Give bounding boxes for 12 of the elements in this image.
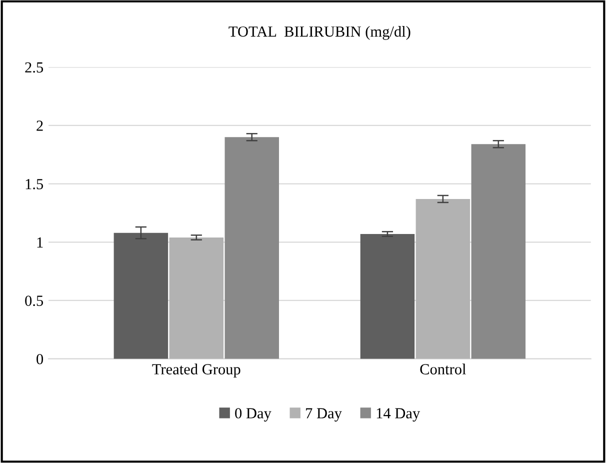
y-tick-label: 0	[36, 354, 44, 364]
legend-label: 14 Day	[376, 408, 420, 422]
y-tick-label: 0.5	[25, 296, 44, 306]
x-tick-label: Treated Group	[152, 364, 240, 378]
y-tick-label: 2.5	[25, 62, 44, 73]
y-tick-label: 1	[37, 237, 43, 248]
y-tick-label: 1.5	[26, 179, 44, 190]
x-tick-label: Control	[420, 364, 466, 374]
chart-title: TOTAL BILIRUBIN (mg/dl)	[228, 26, 410, 40]
legend-label: 7 Day	[306, 408, 342, 422]
legend-label: 0 Day	[235, 408, 272, 422]
y-tick-label: 2	[36, 120, 43, 131]
